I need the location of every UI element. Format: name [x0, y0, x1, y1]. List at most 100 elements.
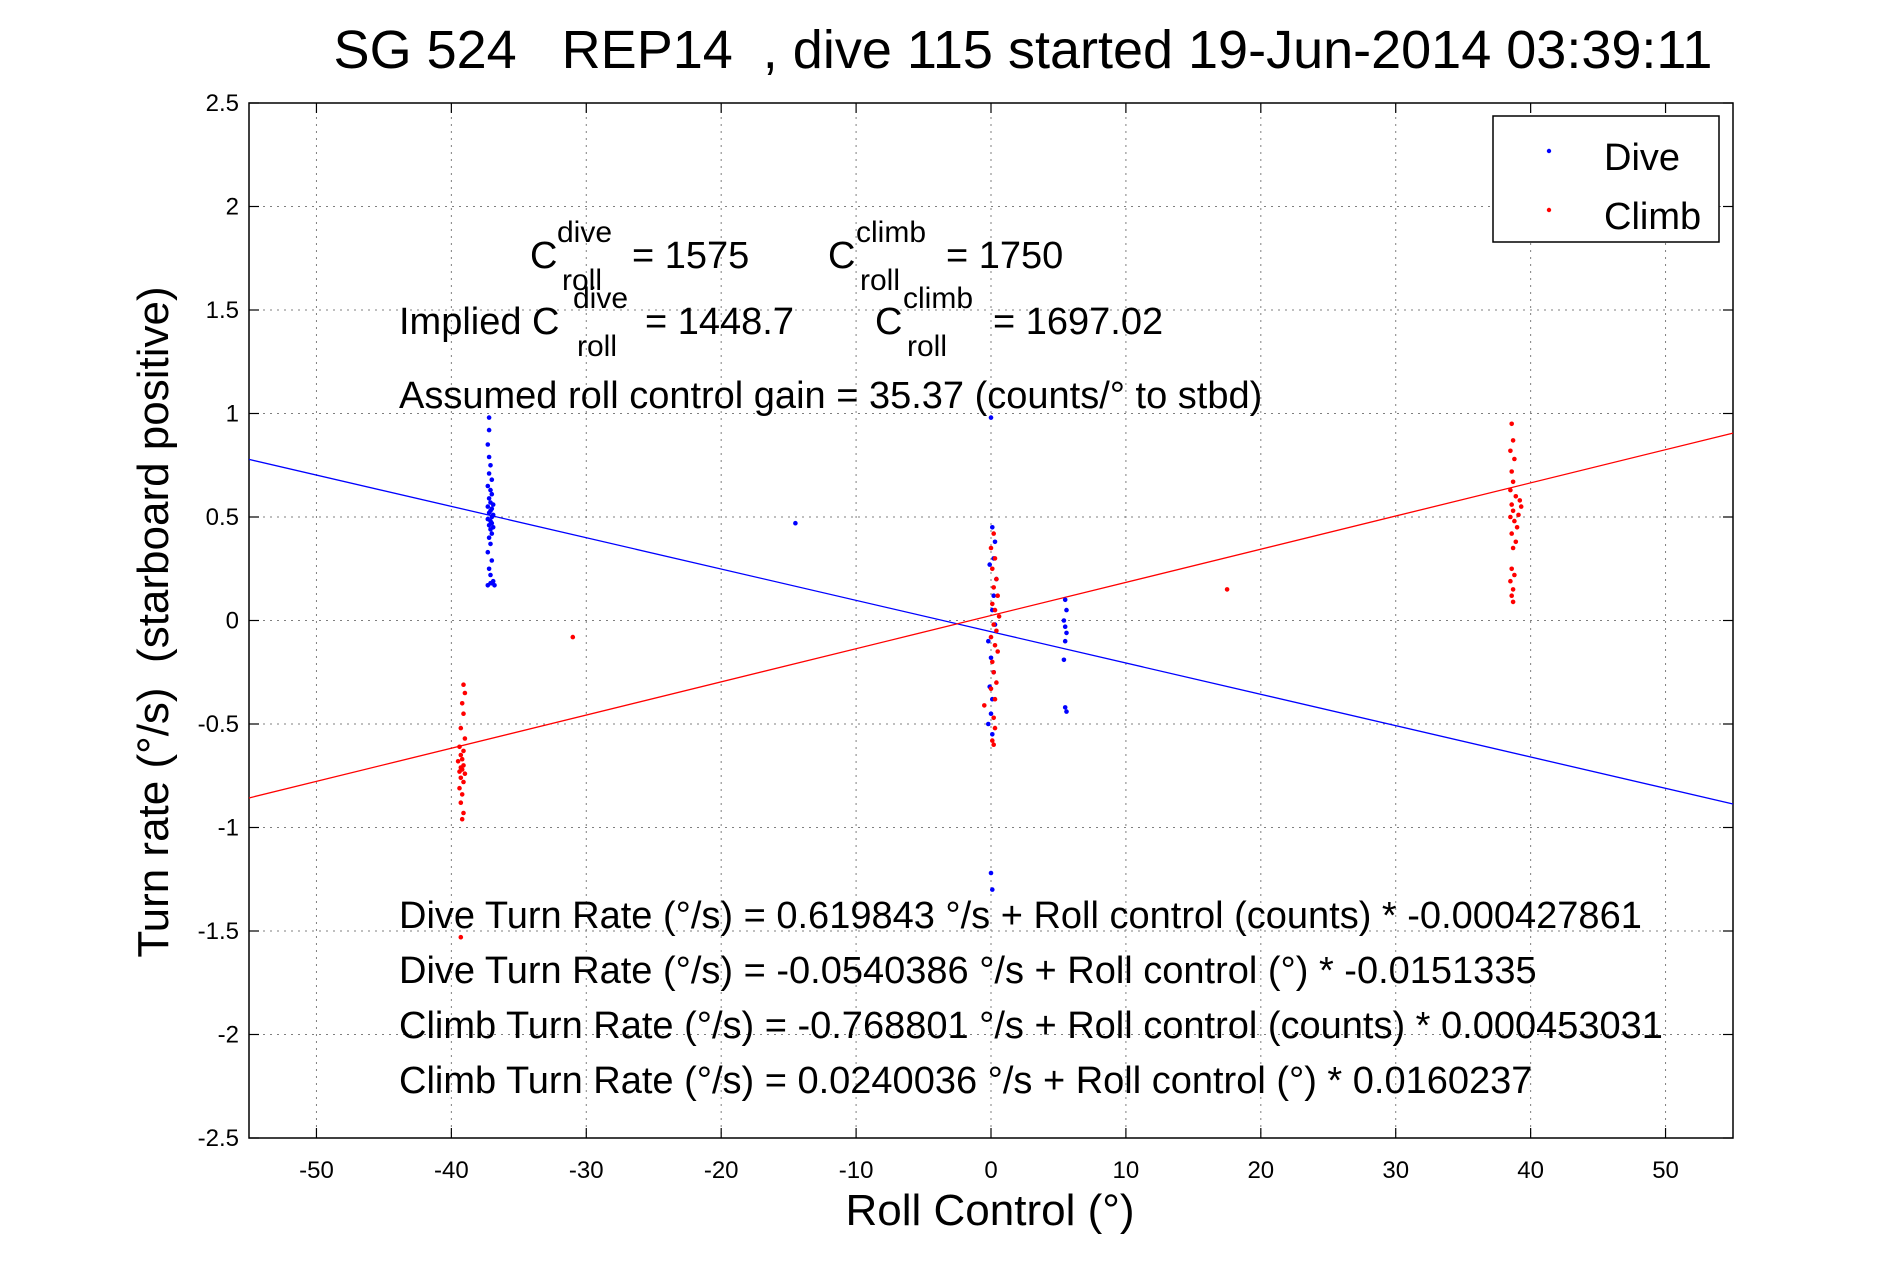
dive-point: [486, 535, 492, 540]
y-tick-label: -2: [218, 1022, 239, 1049]
dive-point: [485, 504, 491, 509]
dive-point: [486, 415, 492, 420]
climb-point: [455, 759, 461, 764]
x-axis-label: Roll Control (°): [846, 1186, 1135, 1235]
dive-point: [986, 721, 991, 727]
data-points: [455, 415, 1524, 940]
dive-point: [485, 442, 491, 447]
x-tick-labels: -50 -40 -30 -20 -10 0 10 20 30 40 50: [299, 1157, 1679, 1184]
climb-point: [458, 775, 464, 781]
dive-point: [986, 638, 991, 644]
dive-point: [988, 655, 994, 661]
dive-point: [990, 525, 995, 530]
climb-point: [1509, 502, 1514, 507]
dive-point: [489, 477, 495, 483]
dive-point: [488, 541, 493, 547]
equation-4: Climb Turn Rate (°/s) = 0.0240036 °/s + …: [399, 1060, 1532, 1102]
legend: Dive Climb: [1492, 115, 1720, 243]
climb-point: [990, 738, 995, 743]
climb-point: [1513, 494, 1519, 499]
c-roll-dive-base: C: [530, 235, 557, 277]
dive-point: [1061, 618, 1067, 623]
climb-point: [461, 711, 466, 716]
climb-point: [988, 545, 994, 551]
climb-point: [461, 748, 466, 754]
climb-point: [1508, 578, 1513, 584]
climb-point: [992, 556, 998, 561]
climb-point: [982, 703, 987, 708]
y-tick-label: 1.5: [206, 297, 239, 324]
c-roll-climb-base: C: [828, 235, 855, 277]
climb-fit-line: [248, 432, 1734, 799]
dive-point: [486, 523, 492, 528]
chart-title: SG 524 REP14 , dive 115 started 19-Jun-2…: [334, 20, 1713, 80]
climb-point: [991, 585, 996, 590]
dive-point: [485, 549, 491, 555]
climb-point: [458, 725, 464, 731]
dive-point: [486, 471, 492, 476]
gain-annotation: Assumed roll control gain = 35.37 (count…: [399, 375, 1262, 417]
climb-point: [990, 601, 995, 607]
x-tick-label: -40: [434, 1157, 469, 1184]
climb-point: [995, 649, 1000, 654]
dive-point: [488, 572, 493, 578]
dive-point: [486, 496, 492, 501]
c-roll-dive-value: = 1575: [632, 235, 749, 277]
climb-point: [992, 725, 998, 731]
y-tick-label: 2.5: [206, 90, 239, 117]
climb-point: [1510, 508, 1516, 514]
legend-box: [1492, 115, 1720, 243]
dive-point: [489, 491, 495, 497]
climb-point: [457, 744, 462, 750]
climb-point: [1509, 531, 1514, 536]
climb-point: [459, 701, 465, 706]
climb-point: [461, 810, 466, 816]
climb-point: [458, 752, 464, 758]
y-tick-label: -2.5: [198, 1125, 239, 1152]
climb-point: [570, 634, 576, 640]
climb-point: [1514, 525, 1520, 530]
dive-point: [793, 520, 798, 526]
c-roll-climb-sub: roll: [860, 264, 900, 297]
climb-point: [1224, 587, 1230, 592]
implied-dive-sup: dive: [573, 282, 628, 315]
climb-point: [994, 576, 999, 582]
y-tick-label: -1: [218, 815, 239, 842]
climb-point: [1509, 593, 1514, 598]
x-tick-label: 0: [984, 1157, 997, 1184]
x-tick-label: 40: [1517, 1157, 1544, 1184]
climb-point: [1509, 421, 1514, 427]
dive-point: [988, 711, 994, 716]
dive-point: [1064, 607, 1069, 613]
climb-point: [457, 769, 462, 774]
dive-point: [1061, 657, 1067, 663]
dive-point: [486, 510, 492, 516]
dive-point: [988, 870, 994, 876]
legend-marker-dive: [1546, 148, 1552, 154]
climb-point: [1509, 566, 1514, 572]
climb-point: [991, 531, 996, 536]
fit-lines: [248, 432, 1734, 805]
climb-point: [1508, 514, 1513, 520]
dive-point: [1062, 597, 1068, 603]
dive-point: [485, 483, 491, 489]
dive-point: [1062, 624, 1068, 629]
x-tick-label: 10: [1113, 1157, 1140, 1184]
x-tick-label: -50: [299, 1157, 334, 1184]
implied-dive-sub: roll: [577, 330, 617, 363]
climb-point: [1512, 456, 1517, 462]
dive-point: [488, 527, 493, 532]
dive-point: [490, 502, 496, 507]
dive-point: [987, 562, 992, 567]
dive-point: [1062, 705, 1068, 710]
implied-climb-sup: climb: [903, 282, 973, 315]
climb-point: [1512, 572, 1517, 578]
climb-point: [462, 690, 468, 696]
axis-ticks: [249, 102, 1733, 1139]
dive-fit-line: [248, 458, 1734, 805]
climb-point: [991, 715, 996, 721]
dive-point: [991, 593, 996, 598]
climb-point: [991, 622, 996, 627]
dive-point: [488, 580, 493, 586]
